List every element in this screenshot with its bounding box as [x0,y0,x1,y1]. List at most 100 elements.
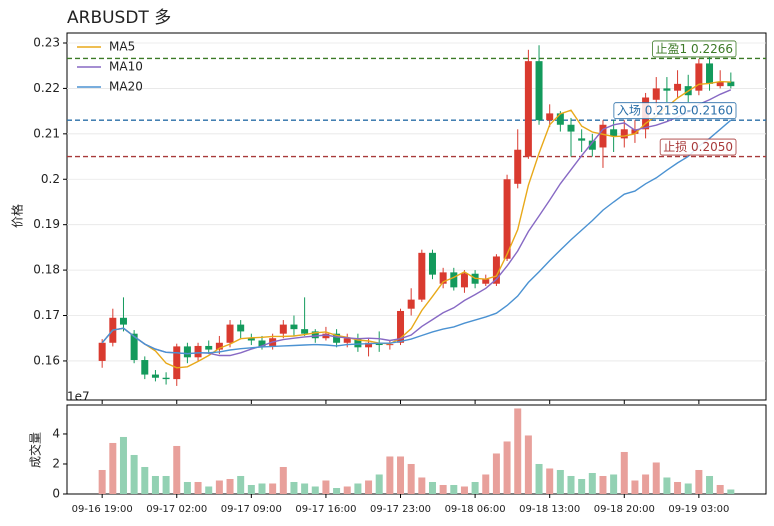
candle-body [716,81,724,87]
volume-bar [151,475,159,494]
candle-body [141,360,149,375]
volume-bar [119,436,127,494]
candle-body [226,324,234,343]
volume-bar [194,481,202,494]
candle-body [279,324,287,334]
y-tick-label: 0.17 [33,308,60,322]
candle-body [674,83,682,91]
candle-body [482,279,490,284]
candle-body [492,256,500,284]
volume-axis-label: 成交量 [28,432,43,468]
x-tick-label: 09-18 20:00 [594,504,655,515]
volume-bar [141,466,149,494]
candle-body [365,342,373,348]
volume-bar [599,475,607,494]
legend-label: MA5 [109,40,135,54]
y-tick-label: 0.18 [33,263,60,277]
volume-bar [460,486,468,494]
candle-body [578,138,586,141]
candle-body [599,124,607,148]
x-tick-label: 09-17 23:00 [370,504,431,515]
volume-bar [535,463,543,494]
y-tick-label: 0.21 [33,126,60,140]
volume-bar [333,487,341,494]
candle-body [460,273,468,288]
candle-body [514,149,522,184]
volume-bar [663,477,671,494]
candle-body [439,272,447,284]
volume-bar [301,483,309,494]
volume-bar [215,480,223,494]
volume-bar [98,469,106,494]
volume-bar [482,474,490,494]
volume-bar [322,480,330,494]
x-tick-label: 09-17 02:00 [146,504,207,515]
candle-body [237,324,245,332]
level-label: 入场 0.2130-0.2160 [617,104,733,118]
candle-body [194,345,202,358]
volume-bar [588,472,596,494]
offset-label: 1e7 [67,390,90,404]
level-label-box [613,102,737,120]
candle-body [311,331,319,339]
candle-body [546,113,554,121]
level-label: 止损 0.2050 [663,140,733,154]
candle-body [98,342,106,361]
candle-body [162,377,170,380]
candle-body [727,81,735,87]
candle-body [173,346,181,380]
candle-body [258,340,266,347]
candle-body [205,345,213,350]
volume-bar [130,454,138,494]
volume-bar [365,480,373,494]
x-tick-label: 09-16 19:00 [72,504,133,515]
candle-body [322,333,330,339]
volume-bar [439,484,447,494]
volume-bar [279,466,287,494]
volume-frame [66,404,767,495]
volume-bar [407,463,415,494]
volume-bar [471,481,479,494]
x-tick-label: 09-18 13:00 [519,504,580,515]
volume-bar [173,445,181,494]
volume-bar [226,478,234,494]
volume-bar [428,481,436,494]
volume-bar [706,475,714,494]
volume-bar [652,462,660,494]
level-label-box [652,40,737,58]
candle-body [343,338,351,343]
volume-bar [450,484,458,494]
volume-bar [546,468,554,494]
candle-body [503,179,511,259]
candle-body [556,113,564,125]
volume-bar [578,478,586,494]
y-tick-label: 0.19 [33,217,60,231]
candle-body [301,329,309,334]
volume-bar [503,441,511,494]
volume-bar [610,474,618,494]
level-label-box [659,138,737,156]
candle-body [247,338,255,341]
volume-bar [727,489,735,494]
legend-label: MA10 [109,60,143,74]
volume-bar [524,435,532,494]
volume-bar [343,486,351,494]
candle-body [375,342,383,346]
volume-bar [492,453,500,494]
volume-bar [418,477,426,494]
plot-layer [67,42,766,386]
chart-title: ARBUSDT 多 [67,8,171,28]
volume-bar [386,456,394,494]
candle-body [620,129,628,139]
volume-bar [556,469,564,494]
candle-body [535,61,543,121]
x-tick-label: 09-17 16:00 [295,504,356,515]
y-tick-label: 0.23 [33,35,60,49]
x-tick-label: 09-19 03:00 [668,504,729,515]
volume-bar [205,486,213,494]
candle-body [567,124,575,132]
ma-line [101,119,732,355]
volume-bar [375,474,383,494]
candle-body [333,333,341,343]
volume-y-tick-label: 4 [52,426,60,440]
